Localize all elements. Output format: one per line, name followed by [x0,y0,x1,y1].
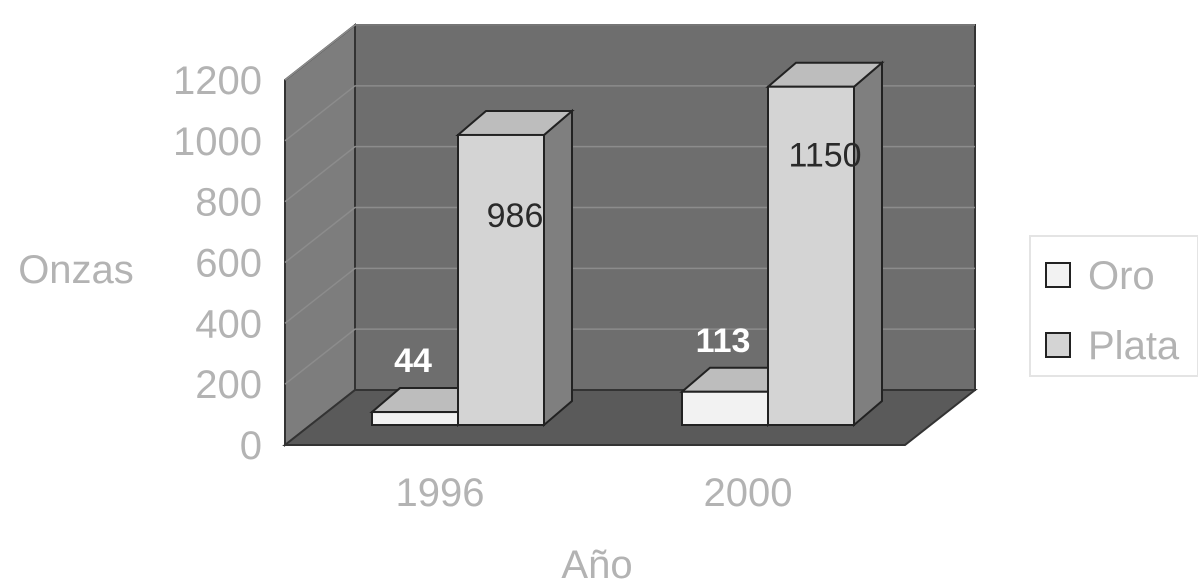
y-tick-1000: 1000 [173,120,262,164]
y-axis-ticks: 0 200 400 600 800 1000 1200 [173,59,262,468]
y-tick-1200: 1200 [173,59,262,103]
bar-side [853,60,883,428]
bar-front [371,411,459,427]
legend: Oro Plata [1029,235,1198,377]
x-axis-title: Año [561,543,632,582]
y-tick-600: 600 [195,242,262,286]
x-axis-ticks: 1996 2000 [396,471,793,515]
data-label-plata-2000: 1150 [788,137,861,175]
gridline-1200 [284,24,975,81]
bar-plata-2000 [765,60,885,428]
y-tick-0: 0 [240,424,262,468]
bar-front [767,85,855,426]
bar-front [681,390,769,426]
data-labels: 44 986 113 1150 [394,137,861,380]
bar-plata-1996 [455,108,575,428]
bar-side [543,108,573,428]
data-label-plata-1996: 986 [487,197,544,235]
y-tick-800: 800 [195,181,262,225]
x-tick-2000: 2000 [704,471,793,515]
x-tick-1996: 1996 [396,471,485,515]
legend-label-plata: Plata [1088,324,1180,368]
y-tick-400: 400 [195,302,262,346]
legend-label-oro: Oro [1088,254,1155,298]
bar-front [457,133,545,426]
data-label-oro-1996: 44 [394,342,432,380]
y-tick-200: 200 [195,363,262,407]
legend-swatch-plata [1045,332,1071,358]
legend-swatch-oro [1045,262,1071,288]
data-label-oro-2000: 113 [696,322,751,360]
y-axis-title: Onzas [18,248,134,292]
bars [369,60,885,428]
